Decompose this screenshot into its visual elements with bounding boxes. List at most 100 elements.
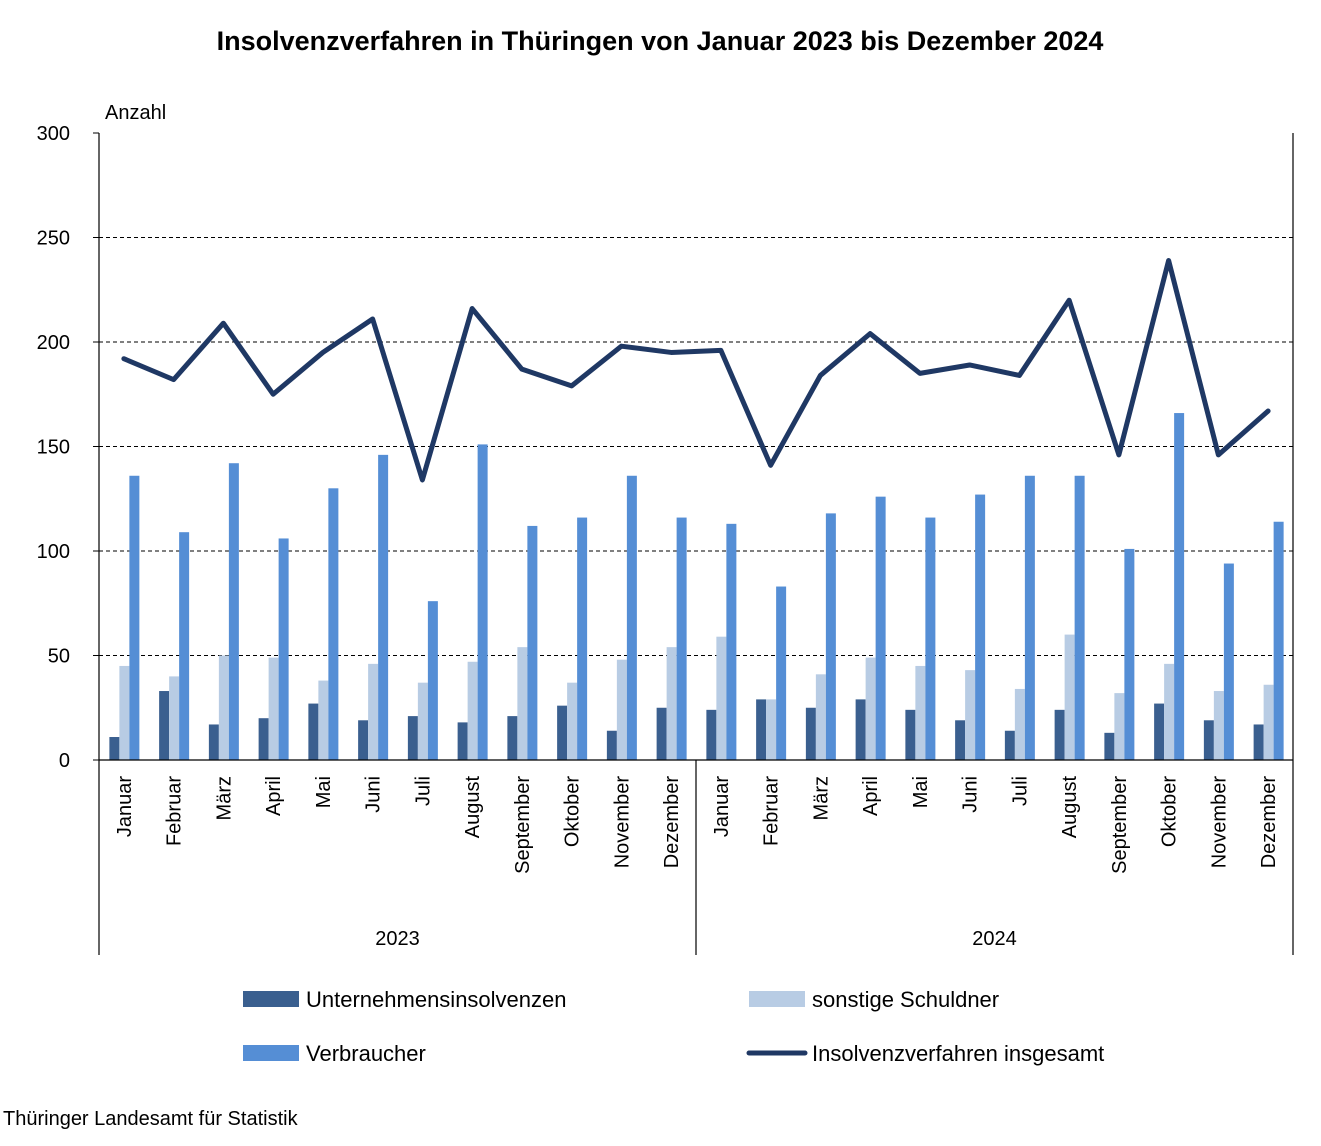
bar xyxy=(417,682,428,760)
bar xyxy=(756,699,767,760)
y-axis-label: Anzahl xyxy=(105,102,166,124)
x-tick-label: Dezember xyxy=(1258,776,1280,869)
y-axis-ticks: 0 50 100 150 200 250 300 xyxy=(37,123,99,772)
bar xyxy=(965,670,976,760)
bar xyxy=(228,463,239,760)
bar xyxy=(925,517,936,760)
x-tick-label: November xyxy=(1208,776,1230,869)
bar xyxy=(1273,521,1284,760)
source-note: Thüringer Landesamt für Statistik xyxy=(3,1108,299,1130)
bar xyxy=(1253,724,1264,760)
bar xyxy=(577,517,588,760)
bar xyxy=(1213,691,1224,760)
bar xyxy=(666,647,677,760)
x-tick-label: Mai xyxy=(910,776,932,808)
bar xyxy=(159,691,170,760)
bar xyxy=(1174,413,1185,760)
chart-title: Insolvenzverfahren in Thüringen von Janu… xyxy=(217,26,1104,56)
bar xyxy=(268,657,279,760)
x-tick-label: April xyxy=(263,776,285,816)
bar xyxy=(676,517,687,760)
bar xyxy=(766,699,777,760)
x-tick-label: März xyxy=(213,776,235,820)
line-point xyxy=(770,464,772,466)
bar xyxy=(815,674,826,760)
bars xyxy=(109,413,1284,760)
line-point xyxy=(123,358,125,360)
bar xyxy=(915,665,926,760)
bar xyxy=(1014,688,1025,760)
x-tick-label: März xyxy=(810,776,832,820)
legend-swatch xyxy=(749,991,805,1007)
line-point xyxy=(571,385,573,387)
x-tick-label: Juni xyxy=(960,776,982,813)
bar xyxy=(776,586,787,760)
line-point xyxy=(372,318,374,320)
bar xyxy=(1263,684,1274,760)
x-tick-label: Juni xyxy=(363,776,385,813)
line-point xyxy=(173,379,175,381)
bar xyxy=(1154,703,1165,760)
line-point xyxy=(1018,374,1020,376)
gridlines xyxy=(99,237,1293,656)
bar xyxy=(865,657,876,760)
bar xyxy=(1054,709,1065,760)
x-tick-label: Juli xyxy=(1009,776,1031,806)
line-point xyxy=(272,393,274,395)
line-point xyxy=(1217,454,1219,456)
legend: Unternehmensinsolvenzen sonstige Schuldne… xyxy=(243,987,1104,1066)
line-point xyxy=(1118,454,1120,456)
bar xyxy=(328,488,339,760)
y-tick-label: 150 xyxy=(37,437,70,459)
year-label: 2023 xyxy=(375,928,420,950)
bar xyxy=(109,737,120,760)
bar xyxy=(626,475,637,760)
bar xyxy=(706,709,717,760)
bar xyxy=(606,730,617,760)
y-tick-label: 300 xyxy=(37,123,70,145)
bar xyxy=(1064,634,1075,760)
bar xyxy=(616,659,627,760)
bar xyxy=(318,680,329,760)
bar xyxy=(179,532,190,760)
year-label: 2024 xyxy=(972,928,1017,950)
bar xyxy=(278,538,289,760)
bar xyxy=(975,494,986,760)
y-tick-label: 0 xyxy=(59,750,70,772)
bar xyxy=(358,720,369,760)
legend-label: Verbraucher xyxy=(306,1041,426,1066)
x-tick-label: April xyxy=(860,776,882,816)
x-tick-label: August xyxy=(462,776,484,839)
bar xyxy=(1203,720,1214,760)
x-tick-label: September xyxy=(1109,776,1131,874)
bar xyxy=(477,444,488,760)
legend-swatch xyxy=(243,1045,299,1061)
line-point xyxy=(620,345,622,347)
line-point xyxy=(322,351,324,353)
bar xyxy=(825,513,836,760)
legend-label: Unternehmensinsolvenzen xyxy=(306,987,567,1012)
line-point xyxy=(720,349,722,351)
line-point xyxy=(670,351,672,353)
bar xyxy=(875,496,886,760)
bar xyxy=(1114,693,1125,760)
x-tick-label: Januar xyxy=(114,776,136,837)
bar xyxy=(527,525,538,760)
bar xyxy=(129,475,140,760)
bar xyxy=(955,720,966,760)
line-point xyxy=(521,368,523,370)
x-tick-label: Mai xyxy=(313,776,335,808)
bar xyxy=(1104,732,1115,760)
total-line xyxy=(121,257,1271,483)
line-point xyxy=(819,374,821,376)
x-tick-label: Juli xyxy=(412,776,434,806)
line-point xyxy=(919,372,921,374)
bar xyxy=(1074,475,1085,760)
x-axis-labels: Januar Februar März April Mai Juni Juli August S… xyxy=(114,776,1280,874)
legend-label: Insolvenzverfahren insgesamt xyxy=(812,1041,1104,1066)
bar xyxy=(119,665,130,760)
line-point xyxy=(471,308,473,310)
bar xyxy=(507,716,518,760)
bar xyxy=(567,682,578,760)
